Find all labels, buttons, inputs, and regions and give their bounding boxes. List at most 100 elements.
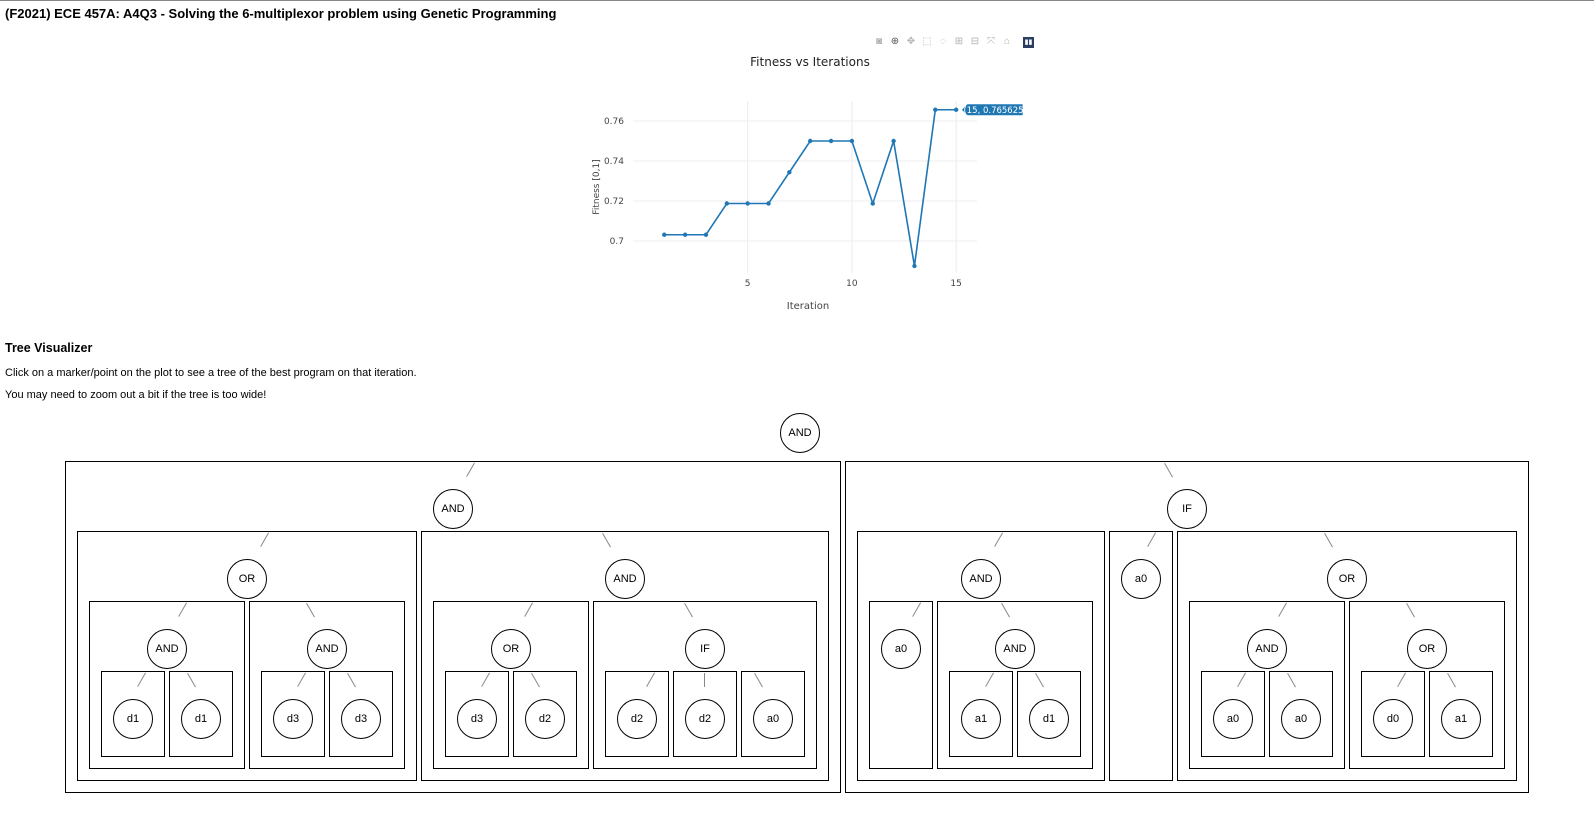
tree-node-a1: a1 [961,699,1001,739]
x-tick-label: 10 [846,279,858,289]
tree-node-or: OR [1327,559,1367,599]
subtree-box [249,601,405,769]
y-tick-label: 0.74 [604,157,624,167]
tree-node-a1: a1 [1441,699,1481,739]
subtree-box [261,671,325,757]
fitness-chart[interactable]: 5 10 15 0.7 0.72 0.74 0.76 Iteration Fitness [0,… [580,29,1040,329]
data-point[interactable] [912,263,917,269]
subtree-box [593,601,817,769]
y-tick-label: 0.7 [610,237,624,247]
tree-node-d1: d1 [1029,699,1069,739]
tree-node-if: IF [1167,489,1207,529]
subtree-box [1177,531,1517,781]
subtree-box [1109,531,1173,781]
instruction-zoom: You may need to zoom out a bit if the tr… [5,389,267,401]
subtree-box [1269,671,1333,757]
x-axis-label: Iteration [787,301,829,312]
tree-node-and: AND [307,629,347,669]
autoscale-icon[interactable]: ⤧ [987,36,995,47]
tree-node-d2: d2 [525,699,565,739]
zoom-out-icon[interactable]: ⊟ [970,36,980,47]
data-point[interactable] [787,170,792,175]
tree-node-d1: d1 [113,699,153,739]
y-axis-label: Fitness [0,1] [592,159,602,214]
data-point[interactable] [870,201,875,206]
subtree-box [1201,671,1265,757]
tree-node-a0: a0 [1281,699,1321,739]
box-select-icon[interactable]: ⬚ [922,36,932,47]
hover-label-box [960,103,1024,117]
tree-node-and: AND [433,489,473,529]
data-point[interactable] [662,232,667,237]
tree-node-and: AND [780,413,820,453]
tree-node-a0: a0 [1121,559,1161,599]
data-point[interactable] [828,138,834,144]
subtree-box [89,601,245,769]
tree-node-and: AND [147,629,187,669]
fitness-plot[interactable]: Fitness vs Iterations 5 10 15 0.7 0.72 0.74 0.… [580,29,1040,329]
subtree-box [433,601,589,769]
tree-visualizer-title: Tree Visualizer [5,341,93,355]
subtree-box [65,461,841,793]
data-point[interactable] [953,107,959,112]
zoom-in-icon[interactable]: ⊞ [954,36,964,47]
tree-node-d1: d1 [181,699,221,739]
tree-node-or: OR [1407,629,1447,669]
x-tick-label: 5 [745,279,751,289]
tree-node-a0: a0 [1213,699,1253,739]
pan-icon[interactable]: ✥ [906,36,916,47]
subtree-box [101,671,165,757]
subtree-box [445,671,509,757]
subtree-box [421,531,829,781]
tree-node-a0: a0 [753,699,793,739]
tree-node-a0: a0 [881,629,921,669]
subtree-box [937,601,1093,769]
subtree-box [741,671,805,757]
tree-edge [704,673,705,687]
subtree-box [1429,671,1493,757]
data-point[interactable] [849,138,855,144]
page-title: (F2021) ECE 457A: A4Q3 - Solving the 6-m… [5,6,557,21]
subtree-box [1349,601,1505,769]
instruction-click: Click on a marker/point on the plot to s… [5,367,417,379]
y-tick-label: 0.76 [604,117,624,127]
plotly-logo-icon[interactable]: ▮▮ [1023,36,1034,48]
plot-modebar: ◙ ⊕ ✥ ⬚ ◌ ⊞ ⊟ ⤧ ⌂ ▮▮ [873,35,1034,49]
subtree-box [949,671,1013,757]
subtree-box [673,671,737,757]
data-point[interactable] [682,232,688,237]
subtree-box [513,671,577,757]
data-point[interactable] [808,138,813,144]
lasso-icon[interactable]: ◌ [940,36,946,47]
data-point[interactable] [933,107,938,112]
tree-node-d3: d3 [273,699,313,739]
tree-node-if: IF [685,629,725,669]
subtree-box [77,531,417,781]
camera-icon[interactable]: ◙ [875,36,883,47]
subtree-box [857,531,1105,781]
subtree-box [1189,601,1345,769]
tree-node-d0: d0 [1373,699,1413,739]
data-point[interactable] [891,138,896,144]
tree-node-and: AND [961,559,1001,599]
subtree-box [329,671,393,757]
tree-node-or: OR [227,559,267,599]
data-point[interactable] [703,232,709,237]
data-point[interactable] [745,201,750,206]
reset-axes-icon[interactable]: ⌂ [1003,36,1011,47]
subtree-box [869,601,933,769]
data-point[interactable] [724,201,730,206]
tree-node-d3: d3 [341,699,381,739]
subtree-box [1361,671,1425,757]
x-tick-label: 15 [950,279,961,289]
tree-node-d2: d2 [685,699,725,739]
zoom-icon[interactable]: ⊕ [890,36,900,47]
tree-node-and: AND [1247,629,1287,669]
chart-title: Fitness vs Iterations [750,55,870,69]
tree-node-d3: d3 [457,699,497,739]
tree-node-d2: d2 [617,699,657,739]
subtree-box [845,461,1529,793]
data-point[interactable] [766,201,771,206]
tree-node-and: AND [995,629,1035,669]
